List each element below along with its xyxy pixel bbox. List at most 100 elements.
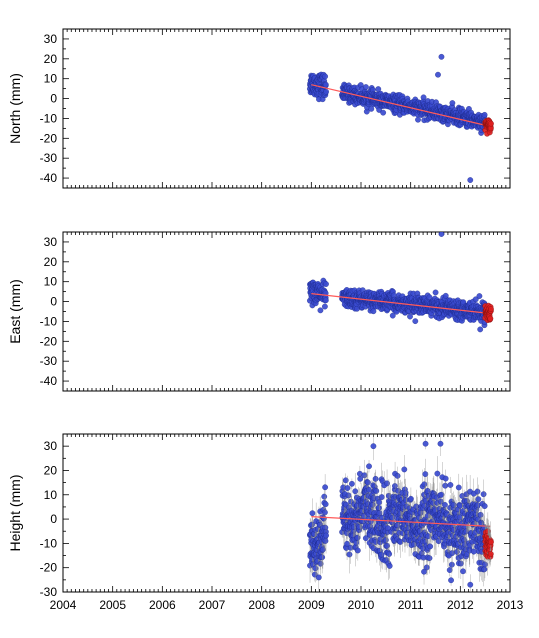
data-point [422,471,429,478]
data-point [363,84,369,90]
y-tick-label: -40 [40,374,58,388]
y-tick-label: 30 [44,32,58,46]
data-point [488,539,494,546]
y-tick-label: 20 [44,463,58,477]
data-point [378,494,385,500]
data-point [402,489,409,496]
y-tick-label: -10 [40,111,58,125]
data-point [457,502,463,509]
data-point [442,292,449,299]
data-point [477,511,484,518]
data-point [378,551,385,558]
data-point [481,111,488,118]
data-point [322,484,329,491]
data-point [438,232,445,237]
data-point [470,548,477,555]
trend-line [311,516,491,527]
data-point [446,567,453,573]
data-point [455,484,462,491]
data-point [415,116,421,123]
y-tick-label: -30 [40,354,58,368]
data-point [448,577,454,584]
data-point [322,73,329,80]
data-point [434,470,441,477]
data-point [370,443,377,450]
data-point [420,94,427,101]
data-point [323,88,329,95]
data-point [408,495,414,502]
data-point [432,289,439,296]
x-tick-label: 2006 [149,598,176,612]
panel-2: 30 20 10 0 -10 -20 -30 -40 East (mm) [7,231,511,392]
data-point [309,510,316,517]
points-group [307,434,494,592]
data-point [476,293,483,299]
data-point [482,561,488,568]
data-point [467,177,474,183]
data-point [322,303,328,310]
x-tick-label: 2005 [99,598,126,612]
data-point [438,53,445,60]
data-point [315,574,322,581]
y-tick-label: 10 [44,488,58,502]
data-point [488,120,494,127]
y-tick-label: -20 [40,561,58,575]
y-tick-label: 0 [50,295,57,309]
data-point [449,100,456,106]
data-point [386,563,393,569]
data-point [477,326,484,333]
data-point [467,581,474,588]
data-point [435,71,441,78]
data-point [423,564,430,571]
data-point [394,472,401,479]
data-point [356,524,363,530]
data-point [448,561,455,568]
data-point [352,488,359,495]
data-point [322,297,329,304]
data-point [357,475,364,482]
data-point [442,475,449,482]
data-point [426,294,433,301]
data-point [322,509,328,516]
data-point [475,496,482,503]
data-point [487,315,494,322]
trend-line [311,84,491,127]
data-point [426,555,433,562]
data-point [323,281,329,287]
data-point [460,568,466,575]
data-point [422,440,429,447]
data-point [354,547,361,554]
data-point [421,481,428,488]
data-point [322,501,329,508]
y-tick-label: 30 [44,439,58,453]
data-point [345,492,352,499]
data-point [366,463,372,470]
y-tick-label: -20 [40,131,58,145]
data-point [372,475,379,482]
y-tick-label: -30 [40,151,58,165]
data-point [480,491,487,498]
data-point [344,485,351,491]
y-axis-title: Height (mm) [7,474,23,551]
data-point [487,551,494,557]
data-point [362,535,369,542]
data-point [380,109,387,116]
data-point [346,551,353,558]
data-point [424,487,431,494]
data-point [375,504,382,511]
data-point [488,306,494,313]
data-point [447,482,454,488]
data-point [342,477,349,484]
y-tick-label: 20 [44,52,58,66]
y-tick-label: -30 [40,585,58,599]
x-tick-label: 2011 [398,598,424,612]
x-tick-label: 2012 [447,598,474,612]
data-point [412,318,419,325]
data-point [442,482,449,489]
data-point [386,551,393,557]
y-tick-label: 10 [44,72,58,86]
y-tick-label: -20 [40,334,58,348]
y-tick-label: 0 [50,92,57,106]
